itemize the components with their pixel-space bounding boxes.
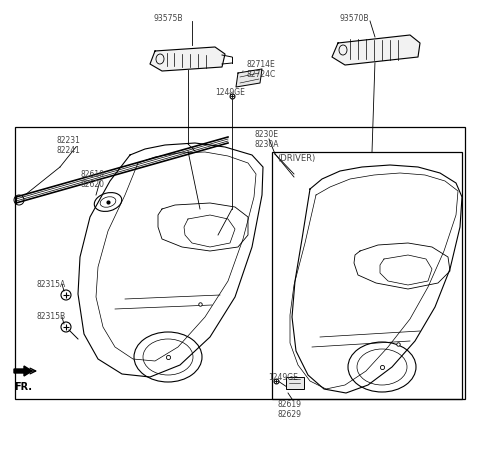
- Text: 1249GE: 1249GE: [215, 88, 245, 97]
- Text: 1249GE: 1249GE: [268, 372, 298, 381]
- Text: 93570B: 93570B: [340, 14, 370, 23]
- Text: 82620: 82620: [80, 179, 104, 189]
- Bar: [286, 377, 304, 389]
- Text: 82619: 82619: [277, 399, 301, 408]
- Text: 82724C: 82724C: [246, 70, 275, 79]
- Text: 8230A: 8230A: [254, 140, 278, 149]
- Text: 82315B: 82315B: [36, 311, 65, 320]
- Text: 8230E: 8230E: [254, 130, 278, 139]
- Bar: [15, 128, 465, 399]
- Text: (DRIVER): (DRIVER): [277, 154, 315, 163]
- Text: 82231: 82231: [56, 136, 80, 145]
- Text: 82629: 82629: [277, 409, 301, 418]
- Polygon shape: [236, 70, 262, 88]
- Text: 82241: 82241: [56, 146, 80, 155]
- Text: 82610: 82610: [80, 170, 104, 179]
- Text: 82315A: 82315A: [36, 279, 65, 288]
- Text: FR.: FR.: [14, 381, 32, 391]
- Polygon shape: [332, 36, 420, 66]
- Polygon shape: [150, 48, 225, 72]
- Polygon shape: [14, 366, 32, 376]
- Text: 93575B: 93575B: [153, 14, 182, 23]
- Bar: [272, 152, 462, 399]
- Text: 82714E: 82714E: [246, 60, 275, 69]
